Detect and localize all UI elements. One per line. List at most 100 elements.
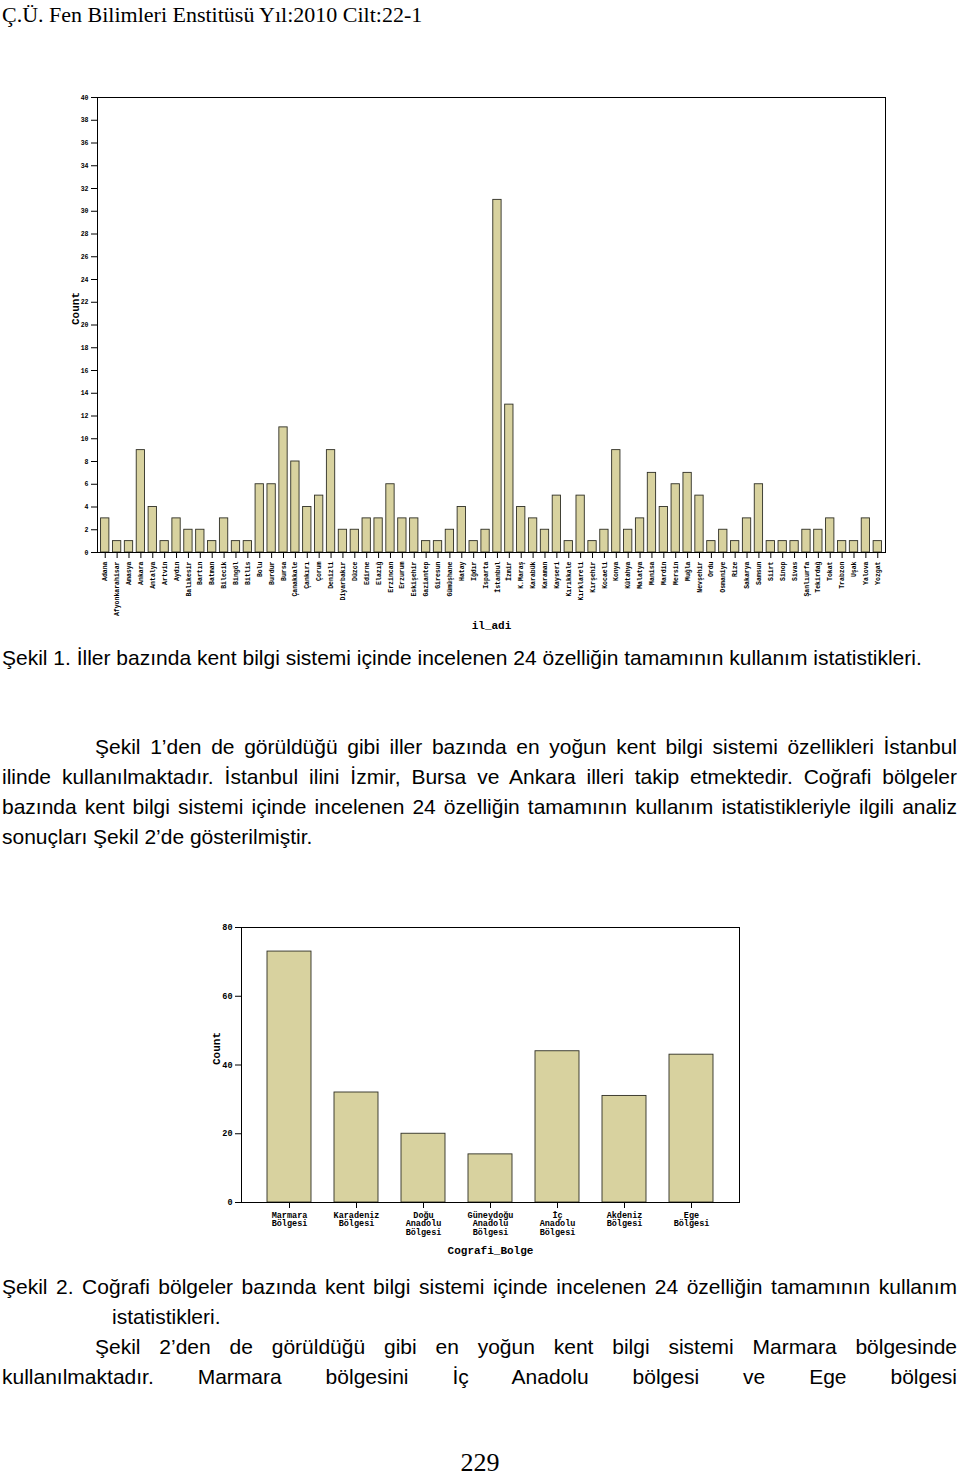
svg-text:Kayseri: Kayseri: [554, 561, 561, 588]
svg-text:Hatay: Hatay: [459, 561, 466, 581]
svg-text:Karaman: Karaman: [542, 561, 549, 588]
svg-text:Kırıkkale: Kırıkkale: [566, 561, 573, 596]
svg-text:İçAnadoluBölgesi: İçAnadoluBölgesi: [540, 1211, 576, 1238]
svg-text:Adana: Adana: [102, 561, 109, 581]
svg-text:20: 20: [222, 1129, 232, 1139]
svg-text:Gümüşhane: Gümüşhane: [447, 561, 454, 596]
svg-text:Antalya: Antalya: [150, 561, 157, 588]
svg-text:İzmir: İzmir: [505, 561, 513, 581]
svg-text:Erzincan: Erzincan: [388, 561, 395, 592]
svg-text:DoğuAnadoluBölgesi: DoğuAnadoluBölgesi: [406, 1211, 442, 1238]
svg-text:Diyarbakır: Diyarbakır: [340, 561, 347, 600]
svg-text:Çanakkale: Çanakkale: [292, 561, 299, 596]
svg-text:Muğla: Muğla: [685, 561, 692, 581]
svg-text:Burdur: Burdur: [269, 561, 276, 585]
svg-text:Denizli: Denizli: [328, 561, 335, 588]
svg-text:Kocaeli: Kocaeli: [601, 561, 608, 588]
svg-text:Bingöl: Bingöl: [233, 561, 240, 585]
svg-text:Kırşehir: Kırşehir: [590, 561, 597, 592]
svg-text:Bursa: Bursa: [281, 561, 288, 581]
svg-text:Iğdır: Iğdır: [471, 561, 478, 581]
svg-text:Bitlis: Bitlis: [245, 561, 252, 585]
svg-text:Siirt: Siirt: [768, 561, 775, 581]
svg-text:Bilecik: Bilecik: [221, 561, 228, 588]
svg-text:Malatya: Malatya: [637, 561, 644, 588]
svg-text:Bartın: Bartın: [197, 561, 204, 585]
svg-text:30: 30: [81, 208, 89, 215]
svg-text:Afyonkarahisar: Afyonkarahisar: [114, 561, 121, 616]
svg-text:Isparta: Isparta: [483, 561, 490, 588]
svg-text:Sakarya: Sakarya: [744, 561, 751, 588]
svg-text:Bolu: Bolu: [257, 561, 264, 577]
svg-text:24: 24: [81, 277, 89, 284]
svg-text:34: 34: [81, 163, 89, 170]
svg-text:80: 80: [222, 923, 232, 933]
svg-text:8: 8: [85, 459, 89, 466]
svg-text:EgeBölgesi: EgeBölgesi: [674, 1211, 710, 1230]
svg-text:Amasya: Amasya: [126, 561, 133, 585]
svg-text:38: 38: [81, 117, 89, 124]
svg-text:Nevşehir: Nevşehir: [697, 561, 704, 592]
svg-text:32: 32: [81, 186, 89, 193]
svg-text:Uşak: Uşak: [851, 561, 858, 577]
svg-text:Şanlıurfa: Şanlıurfa: [804, 561, 811, 596]
svg-text:36: 36: [81, 140, 89, 147]
svg-text:Trabzon: Trabzon: [839, 561, 846, 588]
svg-text:Kütahya: Kütahya: [625, 561, 632, 588]
svg-text:28: 28: [81, 231, 89, 238]
svg-text:18: 18: [81, 345, 89, 352]
svg-text:Ordu: Ordu: [708, 561, 715, 577]
svg-text:Rize: Rize: [732, 561, 739, 577]
svg-text:Karabük: Karabük: [530, 561, 537, 588]
svg-text:Konya: Konya: [613, 561, 620, 581]
svg-text:Eskişehir: Eskişehir: [411, 561, 418, 596]
svg-text:Mersin: Mersin: [673, 561, 680, 585]
svg-text:0: 0: [227, 1198, 232, 1208]
svg-text:40: 40: [81, 95, 89, 102]
svg-text:60: 60: [222, 992, 232, 1002]
svg-text:il_adi: il_adi: [472, 620, 512, 632]
svg-text:Elazığ: Elazığ: [376, 561, 383, 585]
svg-text:Çankırı: Çankırı: [304, 561, 311, 588]
svg-text:Yalova: Yalova: [863, 561, 870, 585]
svg-text:6: 6: [85, 481, 89, 488]
svg-text:Count: Count: [70, 292, 82, 325]
svg-text:Osmaniye: Osmaniye: [720, 561, 727, 592]
svg-text:16: 16: [81, 368, 89, 375]
svg-text:Ankara: Ankara: [138, 561, 145, 585]
svg-text:Artvin: Artvin: [162, 561, 169, 585]
svg-text:12: 12: [81, 413, 89, 420]
svg-text:Count: Count: [211, 1032, 223, 1065]
svg-text:Samsun: Samsun: [756, 561, 763, 585]
svg-text:Tekirdağ: Tekirdağ: [815, 561, 822, 592]
svg-text:40: 40: [222, 1061, 232, 1071]
svg-text:2: 2: [85, 527, 89, 534]
svg-text:Mardin: Mardin: [661, 561, 668, 585]
svg-text:Yozgat: Yozgat: [875, 561, 882, 585]
svg-text:K.Maraş: K.Maraş: [518, 561, 525, 588]
svg-text:İstanbul: İstanbul: [494, 561, 502, 592]
svg-text:0: 0: [85, 550, 89, 557]
svg-text:Gaziantep: Gaziantep: [423, 561, 430, 596]
svg-text:Cografi_Bolge: Cografi_Bolge: [448, 1245, 534, 1257]
svg-text:Giresun: Giresun: [435, 561, 442, 588]
svg-text:Erzurum: Erzurum: [399, 561, 406, 588]
svg-text:Kırklareli: Kırklareli: [578, 561, 585, 600]
svg-text:KaradenizBölgesi: KaradenizBölgesi: [334, 1211, 380, 1230]
svg-text:Aydın: Aydın: [174, 561, 181, 581]
svg-text:4: 4: [85, 504, 89, 511]
svg-text:Sivas: Sivas: [792, 561, 799, 581]
svg-text:Balıkesir: Balıkesir: [186, 561, 193, 596]
svg-text:Batman: Batman: [209, 561, 216, 585]
svg-text:GüneydoğuAnadoluBölgesi: GüneydoğuAnadoluBölgesi: [468, 1211, 514, 1238]
svg-text:Manisa: Manisa: [649, 561, 656, 585]
svg-text:Çorum: Çorum: [316, 561, 323, 581]
svg-text:Edirne: Edirne: [364, 561, 371, 585]
svg-text:AkdenizBölgesi: AkdenizBölgesi: [607, 1211, 643, 1230]
svg-text:Sinop: Sinop: [780, 561, 787, 581]
svg-text:Düzce: Düzce: [352, 561, 359, 581]
svg-text:Tokat: Tokat: [827, 561, 834, 581]
svg-text:26: 26: [81, 254, 89, 261]
svg-text:14: 14: [81, 390, 89, 397]
svg-text:MarmaraBölgesi: MarmaraBölgesi: [272, 1211, 308, 1230]
